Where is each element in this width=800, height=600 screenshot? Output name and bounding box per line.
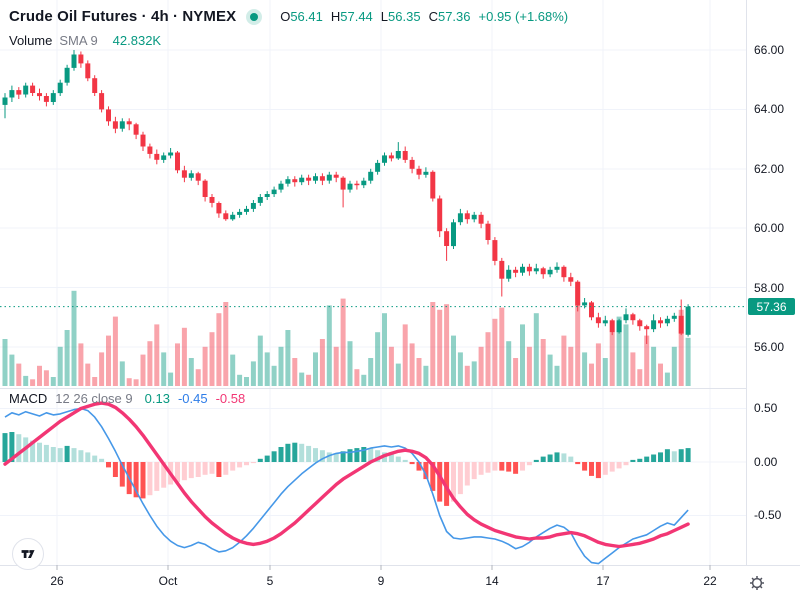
- open-value: 56.41: [290, 9, 323, 24]
- close-value: 57.36: [437, 9, 471, 24]
- time-axis-label: 26: [50, 574, 64, 588]
- volume-label: Volume: [9, 33, 53, 48]
- time-axis-label: Oct: [158, 574, 178, 588]
- status-dot-icon: [250, 12, 259, 21]
- time-axis-label: 5: [266, 574, 274, 588]
- price-axis-label: 66.00: [754, 43, 785, 57]
- macd-line-value: -0.45: [177, 391, 208, 406]
- time-axis-label: 14: [485, 574, 499, 588]
- macd-axis-label: 0.00: [754, 455, 778, 469]
- high-value: 57.44: [340, 9, 373, 24]
- macd-hist-value: 0.13: [144, 391, 170, 406]
- ohlc-values: O56.41 H57.44 L56.35 C57.36 +0.95 (+1.68…: [280, 9, 568, 24]
- time-axis-label: 17: [596, 574, 610, 588]
- volume-value: 42.832K: [112, 33, 162, 48]
- low-label: L: [380, 9, 389, 24]
- open-label: O: [280, 9, 291, 24]
- price-axis-label: 62.00: [754, 162, 785, 176]
- price-axis-label: 58.00: [754, 281, 785, 295]
- price-axis-label: 56.00: [754, 340, 785, 354]
- macd-indicator-header[interactable]: MACD 12 26 close 9 0.13 -0.45 -0.58: [9, 391, 245, 406]
- volume-indicator-header[interactable]: Volume SMA 9 42.832K: [9, 33, 161, 48]
- price-axis-label: 64.00: [754, 102, 785, 116]
- market-status-icon[interactable]: [246, 8, 263, 25]
- macd-params: 12 26 close 9: [55, 391, 133, 406]
- macd-axis-label: 0.50: [754, 401, 778, 415]
- symbol-title[interactable]: Crude Oil Futures · 4h · NYMEX: [9, 8, 237, 25]
- settings-icon[interactable]: [747, 573, 767, 593]
- tradingview-logo[interactable]: [12, 538, 44, 570]
- time-axis-label: 9: [377, 574, 385, 588]
- macd-axis-label: -0.50: [754, 508, 782, 522]
- macd-label: MACD: [9, 391, 48, 406]
- time-axis-label: 22: [703, 574, 717, 588]
- volume-sma-label: SMA 9: [59, 33, 98, 48]
- symbol-header: Crude Oil Futures · 4h · NYMEX O56.41 H5…: [9, 8, 568, 25]
- current-price-badge: 57.36: [748, 298, 795, 315]
- high-label: H: [330, 9, 341, 24]
- tradingview-logo-icon: [21, 550, 35, 558]
- price-axis-label: 60.00: [754, 221, 785, 235]
- low-value: 56.35: [388, 9, 421, 24]
- macd-signal-value: -0.58: [215, 391, 246, 406]
- change-value: +0.95 (+1.68%): [478, 9, 569, 24]
- close-label: C: [428, 9, 438, 24]
